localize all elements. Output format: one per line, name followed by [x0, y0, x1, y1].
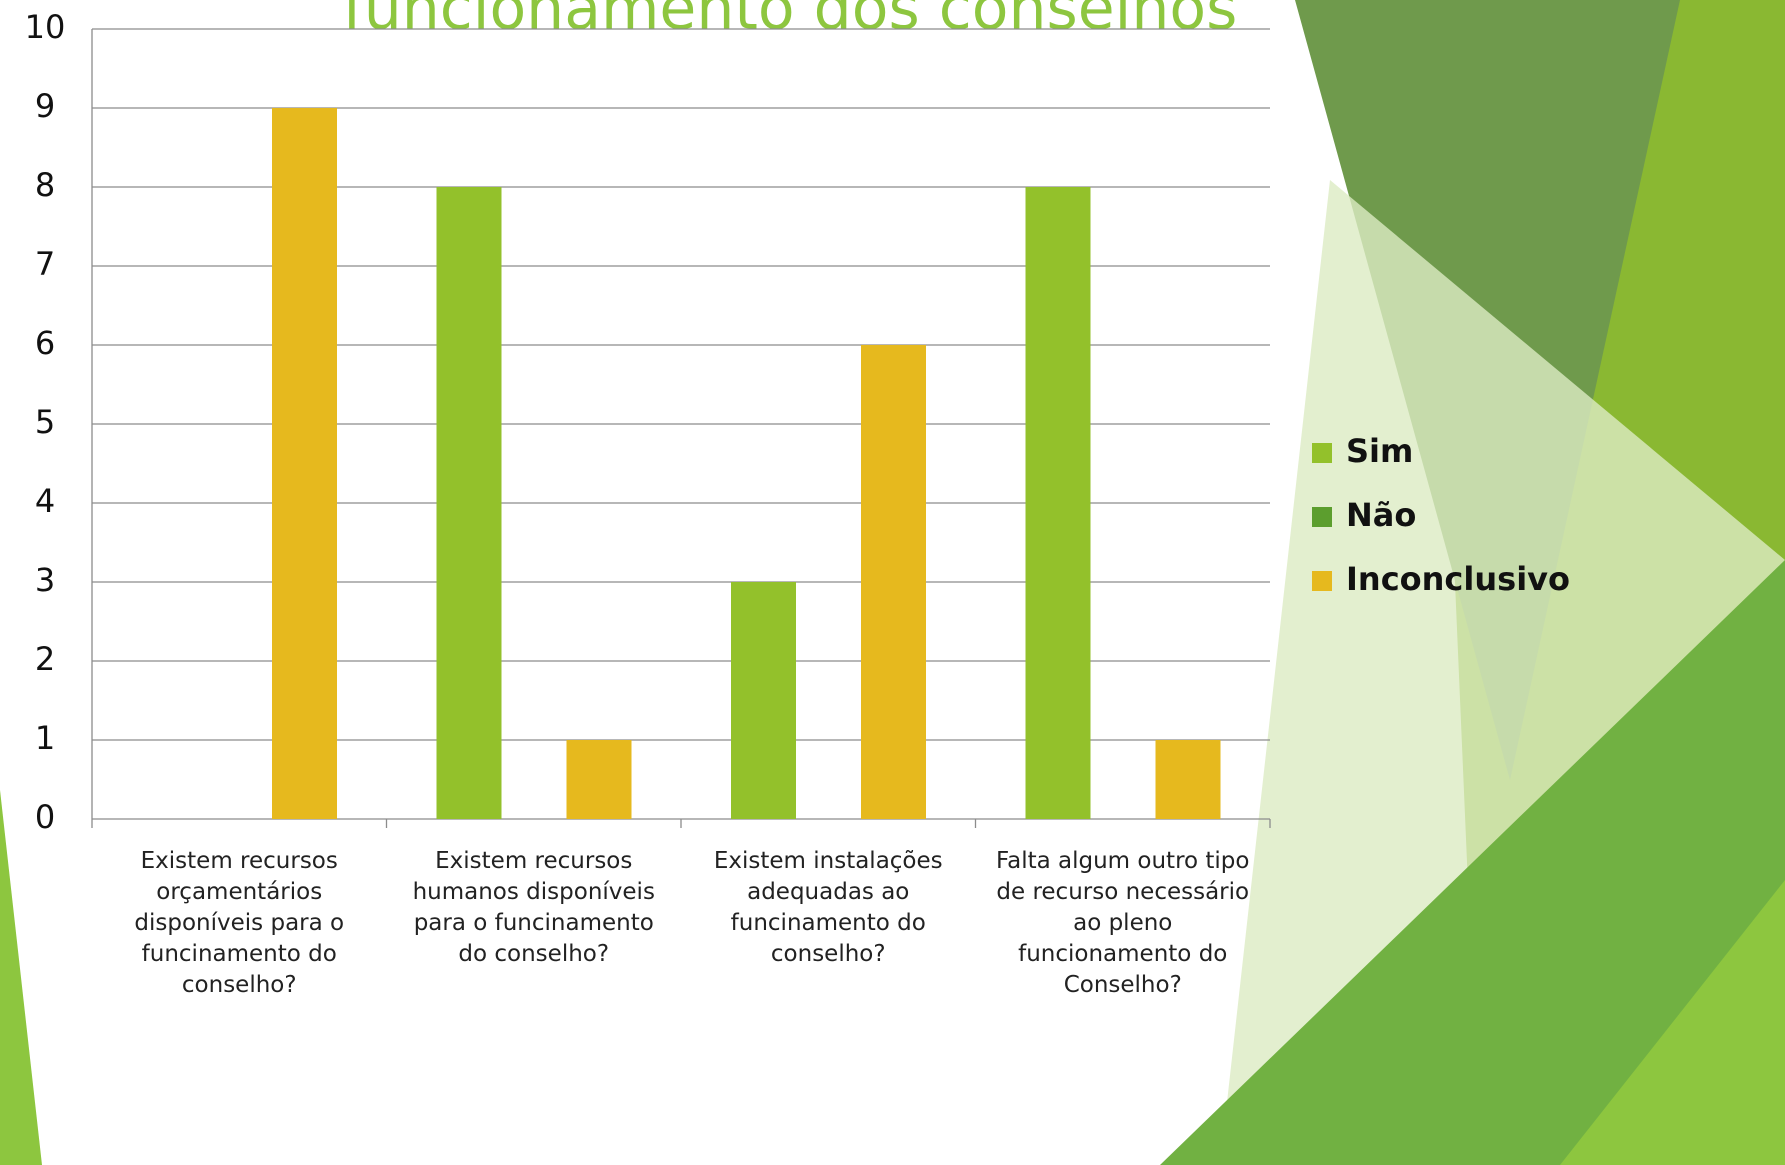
bar [1025, 187, 1091, 819]
bar [861, 345, 926, 819]
y-tick-label: 7 [35, 245, 55, 283]
y-tick-label: 1 [35, 719, 55, 757]
legend-label: Não [1346, 496, 1416, 534]
bar [566, 740, 632, 819]
chart-title: funcionamento dos conselhos [343, 0, 1238, 44]
legend-label: Sim [1346, 432, 1413, 470]
y-tick-label: 3 [35, 561, 55, 599]
x-tick-label: Existem instalações adequadas ao funcina… [713, 848, 943, 967]
bar [272, 108, 337, 819]
legend-swatch [1312, 571, 1332, 591]
legend-label: Inconclusivo [1346, 560, 1570, 598]
x-tick-label: Falta algum outro tipo de recurso necess… [996, 848, 1250, 998]
y-tick-label: 9 [35, 87, 55, 125]
y-tick-label: 5 [35, 403, 55, 441]
x-tick-label: Existem recursos orçamentários disponíve… [134, 848, 345, 998]
legend-swatch [1312, 443, 1332, 463]
legend-swatch [1312, 507, 1332, 527]
y-tick-label: 2 [35, 640, 55, 678]
bar [1155, 740, 1221, 819]
bar [731, 582, 796, 819]
y-tick-label: 10 [25, 8, 66, 46]
shape [1560, 880, 1785, 1165]
y-tick-label: 6 [35, 324, 55, 362]
bar [436, 187, 502, 819]
shape [1160, 560, 1785, 1165]
x-tick-label: Existem recursos humanos disponíveis par… [412, 848, 655, 967]
shape [0, 790, 42, 1165]
y-tick-label: 0 [35, 798, 55, 836]
y-tick-label: 4 [35, 482, 55, 520]
y-tick-label: 8 [35, 166, 55, 204]
